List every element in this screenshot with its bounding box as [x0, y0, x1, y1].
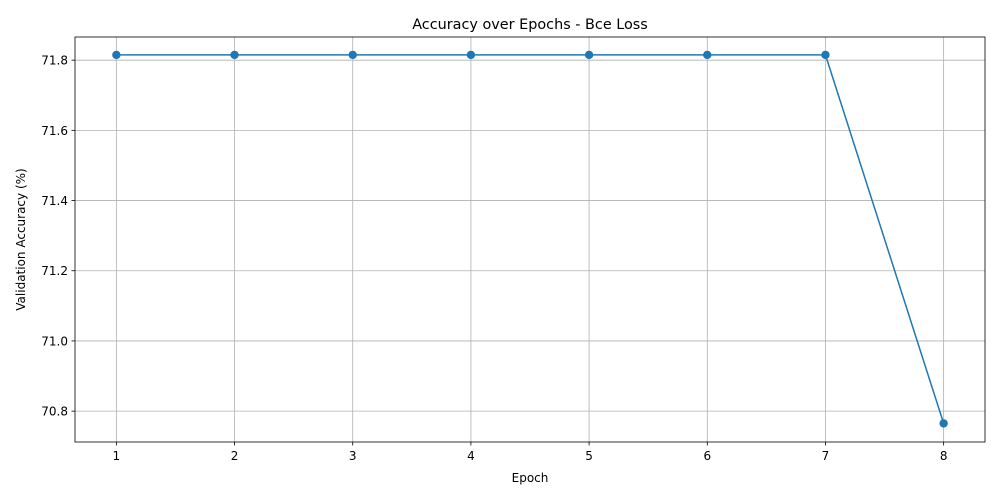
series-line [116, 54, 945, 424]
data-point [703, 50, 712, 60]
chart-title: Accuracy over Epochs - Bce Loss [412, 17, 648, 33]
plot-frame [74, 36, 986, 443]
x-tick-label: 7 [822, 449, 830, 463]
data-point [112, 50, 121, 60]
x-tick-label: 2 [231, 449, 239, 463]
data-point [821, 50, 830, 60]
x-tick-label: 5 [585, 449, 593, 463]
x-tick-label: 1 [113, 449, 121, 463]
x-axis-title: Epoch [512, 471, 549, 485]
data-point [466, 50, 476, 60]
data-point [348, 50, 357, 60]
x-tick-label: 8 [940, 449, 948, 463]
y-axis-title: Validation Accuracy (%) [14, 168, 28, 310]
x-tick-label: 3 [349, 449, 357, 463]
y-tick-label: 71.0 [41, 334, 68, 348]
data-point [230, 50, 239, 60]
x-tick-label: 6 [703, 449, 711, 463]
data-point [939, 419, 948, 428]
y-tick-label: 71.8 [41, 54, 68, 68]
data-point [584, 50, 594, 60]
grid [75, 37, 985, 442]
y-tick-label: 71.4 [41, 194, 68, 208]
y-tick-label: 71.2 [41, 264, 68, 278]
series-layer [112, 50, 948, 428]
y-tick-label: 70.8 [41, 405, 68, 419]
x-tick-label: 4 [467, 449, 475, 463]
y-tick-label: 71.6 [41, 124, 68, 138]
axis-ticks: 1 2 3 4 5 6 7 8 70.8 71.0 71.2 71.4 71.6 71.8 [41, 54, 947, 463]
